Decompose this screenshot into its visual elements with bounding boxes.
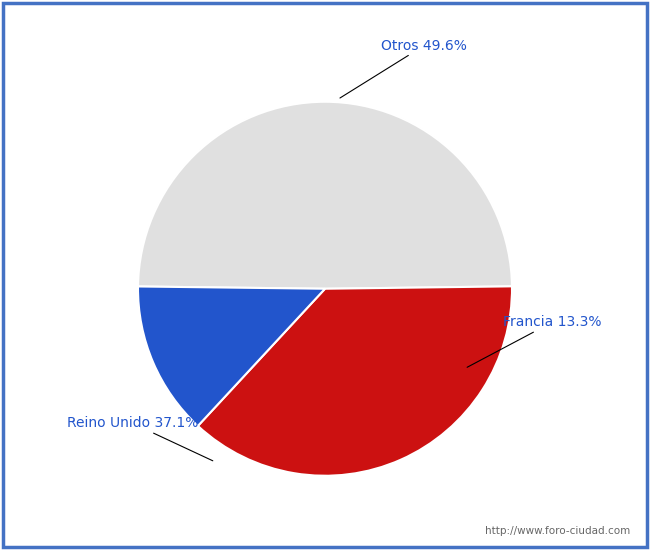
Wedge shape xyxy=(138,287,325,426)
Text: http://www.foro-ciudad.com: http://www.foro-ciudad.com xyxy=(486,526,630,536)
Text: Ugíjar  -  Turistas extranjeros según país  -  Abril de 2024: Ugíjar - Turistas extranjeros según país… xyxy=(96,13,554,29)
Text: Francia 13.3%: Francia 13.3% xyxy=(467,315,601,367)
Wedge shape xyxy=(138,102,512,289)
Wedge shape xyxy=(198,287,512,476)
Text: Otros 49.6%: Otros 49.6% xyxy=(340,39,467,98)
Text: Reino Unido 37.1%: Reino Unido 37.1% xyxy=(67,416,213,461)
